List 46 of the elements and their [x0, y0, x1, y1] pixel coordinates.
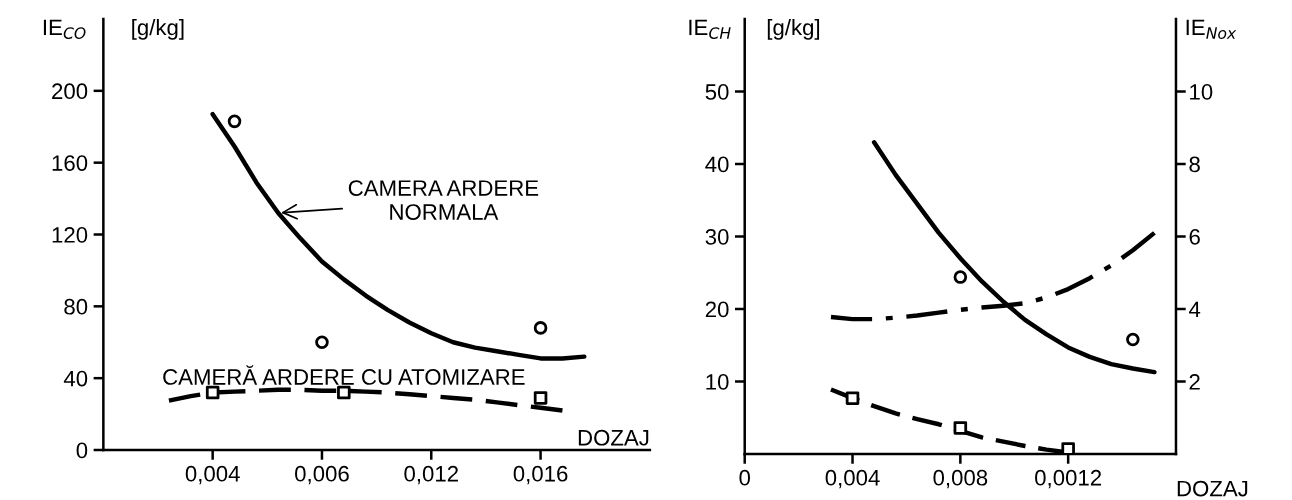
line-series [210, 111, 587, 361]
y-tick-label: 40 [705, 156, 729, 173]
x-tick-label: 0,004 [825, 469, 880, 489]
point [533, 391, 548, 405]
y-tick-label: 10 [706, 374, 729, 390]
point [1126, 332, 1140, 347]
y-tick-label: 120 [52, 227, 88, 243]
x-tick-label: 0,012 [404, 465, 458, 485]
annotation: CAMERĂ ARDERE CU ATOMIZARE [163, 365, 525, 385]
annotation: [g/kg] [132, 19, 184, 40]
y2-tick-label: 4 [1188, 301, 1201, 318]
point [1061, 442, 1075, 454]
point [205, 385, 220, 400]
x-tick-label: 0 [739, 469, 751, 486]
y-tick-label: 80 [64, 298, 88, 315]
x-axis-title: DOZAJ [578, 429, 649, 446]
y-axis-title: IE$_{CH}$ [689, 19, 731, 39]
x-tick-label: 0,008 [933, 469, 988, 489]
y-axis-title: IE$_{CO}$ [43, 19, 86, 39]
y2-tick-label: 10 [1190, 84, 1213, 100]
point [227, 114, 242, 129]
point [953, 270, 968, 284]
point [533, 321, 548, 335]
y-tick-label: 50 [705, 84, 729, 100]
point [953, 421, 968, 435]
point [845, 391, 860, 405]
x-tick-label: 0,004 [185, 465, 240, 485]
annotation: CAMERA ARDERE NORMALA [348, 180, 539, 220]
y-tick-label: 0 [76, 442, 88, 459]
y-tick-label: 30 [705, 229, 729, 245]
x-tick-label: 0,016 [513, 465, 568, 485]
y2-tick-label: 6 [1189, 229, 1200, 245]
y-tick-label: 200 [52, 83, 88, 100]
y-tick-label: 160 [52, 155, 88, 171]
y-tick-label: 20 [705, 301, 729, 318]
y2-tick-label: 8 [1189, 156, 1200, 173]
x-tick-label: 0,006 [295, 465, 349, 485]
y2-tick-label: 2 [1189, 374, 1200, 390]
y-tick-label: 40 [63, 370, 88, 387]
point [337, 385, 351, 400]
point [315, 335, 329, 350]
y2-axis-title: IE$_{Nox}$ [1186, 19, 1237, 39]
x-tick-label: 0,0012 [1035, 469, 1102, 489]
x-axis-title: DOZAJ [1177, 480, 1248, 497]
annotation: [g/kg] [767, 19, 820, 40]
line-series [166, 387, 565, 413]
